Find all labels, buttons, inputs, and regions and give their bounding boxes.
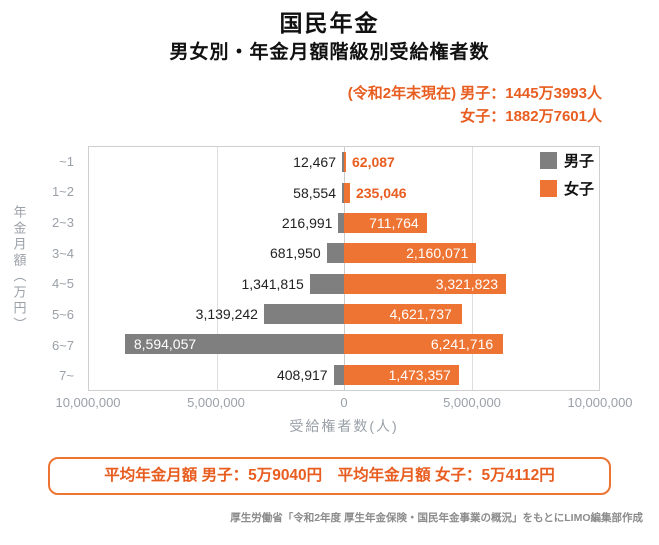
male-value-label: 216,991	[281, 214, 333, 231]
chart-row: 8,594,057 6,241,716	[89, 329, 599, 359]
female-bar: 6,241,716	[344, 334, 504, 355]
male-half: 12,467	[89, 147, 344, 177]
chart-row: 12,467 62,087	[89, 147, 599, 177]
male-bar	[309, 273, 344, 294]
male-half: 58,554	[89, 177, 344, 207]
header: 国民年金 男女別・年金月額階級別受給権者数	[0, 0, 659, 66]
chart-row: 681,950 2,160,071	[89, 238, 599, 268]
legend-label-female: 女子	[563, 181, 594, 198]
legend-item-male: 男子	[539, 150, 594, 171]
female-bar	[344, 212, 363, 233]
category-label: ~1	[59, 153, 74, 169]
male-bar: 8,594,057	[124, 334, 344, 355]
female-half: 2,160,071	[344, 238, 599, 268]
x-tick-right-5m: 5,000,000	[443, 395, 501, 410]
male-half: 216,991	[89, 208, 344, 238]
x-tick-right-10m: 10,000,000	[567, 395, 633, 410]
chart-row: 408,917 1,473,357	[89, 360, 599, 390]
female-bar	[344, 243, 400, 264]
male-half: 408,917	[89, 360, 344, 390]
x-tick-zero: 0	[340, 395, 348, 410]
x-tick-left-5m: 5,000,000	[187, 395, 245, 410]
chart-row: 3,139,242 4,621,737	[89, 299, 599, 329]
female-half: 4,621,737	[344, 299, 599, 329]
source-note: 厚生労働省「令和2年度 厚生年金保険・国民年金事業の概況」をもとにLIMO編集部…	[230, 512, 643, 524]
male-bar	[333, 364, 344, 385]
male-bar	[342, 182, 344, 203]
female-value-label: 62,087	[352, 154, 395, 171]
category-label: 2~3	[51, 215, 74, 231]
male-value-label: 58,554	[293, 184, 336, 201]
gridline-right-5m	[471, 147, 473, 390]
female-half: 6,241,716	[344, 329, 599, 359]
gridline-left-5m	[216, 147, 218, 390]
plot-rows: 12,467 62,087 58,554 235,046 216,991 711,764 6…	[89, 147, 599, 390]
female-bar	[344, 273, 429, 294]
female-value-label: 2,160,071	[398, 243, 477, 264]
chart-row: 1,341,815 3,321,823	[89, 269, 599, 299]
female-value-label: 1,473,357	[380, 364, 459, 385]
legend: 男子 女子	[539, 150, 594, 206]
female-half: 235,046	[344, 177, 599, 207]
category-label: 6~7	[51, 337, 74, 353]
female-half: 62,087	[344, 147, 599, 177]
average-summary-box: 平均年金月額 男子：5万9040円 平均年金月額 女子：5万4112円	[48, 457, 611, 495]
male-half: 1,341,815	[89, 269, 344, 299]
chart-row: 216,991 711,764	[89, 208, 599, 238]
male-half: 681,950	[89, 238, 344, 268]
reference-note: (令和2年末現在) 男子：1445万3993人 女子：1882万7601人	[0, 82, 659, 128]
category-label: 1~2	[51, 184, 74, 200]
male-half: 3,139,242	[89, 299, 344, 329]
category-column: ~1 1~2 2~3 3~4 4~5 5~6 6~7 7~	[30, 146, 88, 391]
chart-row: 58,554 235,046	[89, 177, 599, 207]
plot-area: 12,467 62,087 58,554 235,046 216,991 711,764 6…	[88, 146, 600, 391]
male-bar	[342, 152, 344, 173]
average-summary-text: 平均年金月額 男子：5万9040円 平均年金月額 女子：5万4112円	[104, 467, 555, 484]
male-value-label: 681,950	[270, 245, 321, 262]
gridline-zero	[344, 147, 345, 390]
male-value-label: 12,467	[293, 154, 336, 171]
female-value-label: 235,046	[355, 184, 407, 201]
female-bar	[344, 152, 346, 173]
female-bar: 4,621,737	[344, 304, 462, 325]
category-label: 7~	[59, 368, 74, 384]
category-label: 4~5	[51, 276, 74, 292]
page-title: 国民年金	[279, 10, 380, 36]
female-value-label: 3,321,823	[427, 273, 506, 294]
y-axis-title: 年金月額（万円）	[11, 204, 27, 333]
male-bar	[263, 304, 344, 325]
female-bar	[344, 182, 350, 203]
x-axis: 10,000,000 5,000,000 0 5,000,000 10,000,…	[55, 395, 632, 411]
x-axis-title: 受給権者数(人)	[289, 418, 399, 434]
female-swatch-icon	[539, 180, 557, 197]
female-bar	[344, 364, 382, 385]
female-half: 3,321,823	[344, 269, 599, 299]
male-value-label: 408,917	[276, 366, 328, 383]
female-half: 711,764	[344, 208, 599, 238]
page-subtitle: 男女別・年金月額階級別受給権者数	[169, 42, 490, 63]
category-label: 3~4	[51, 245, 74, 261]
male-bar	[338, 212, 344, 233]
male-value-label: 3,139,242	[195, 306, 258, 323]
legend-item-female: 女子	[539, 178, 594, 199]
male-value-label: 1,341,815	[241, 275, 304, 292]
category-label: 5~6	[51, 306, 74, 322]
male-bar	[326, 243, 344, 264]
x-tick-left-10m: 10,000,000	[55, 395, 121, 410]
male-half: 8,594,057	[89, 329, 344, 359]
male-total-text: (令和2年末現在) 男子：1445万3993人	[347, 85, 602, 102]
male-swatch-icon	[539, 152, 557, 169]
female-total-text: 女子：1882万7601人	[460, 108, 602, 125]
female-half: 1,473,357	[344, 360, 599, 390]
legend-label-male: 男子	[563, 153, 594, 170]
chart: 年金月額（万円） ~1 1~2 2~3 3~4 4~5 5~6 6~7 7~ 12,467 62…	[0, 146, 659, 391]
female-value-label: 711,764	[361, 212, 427, 233]
